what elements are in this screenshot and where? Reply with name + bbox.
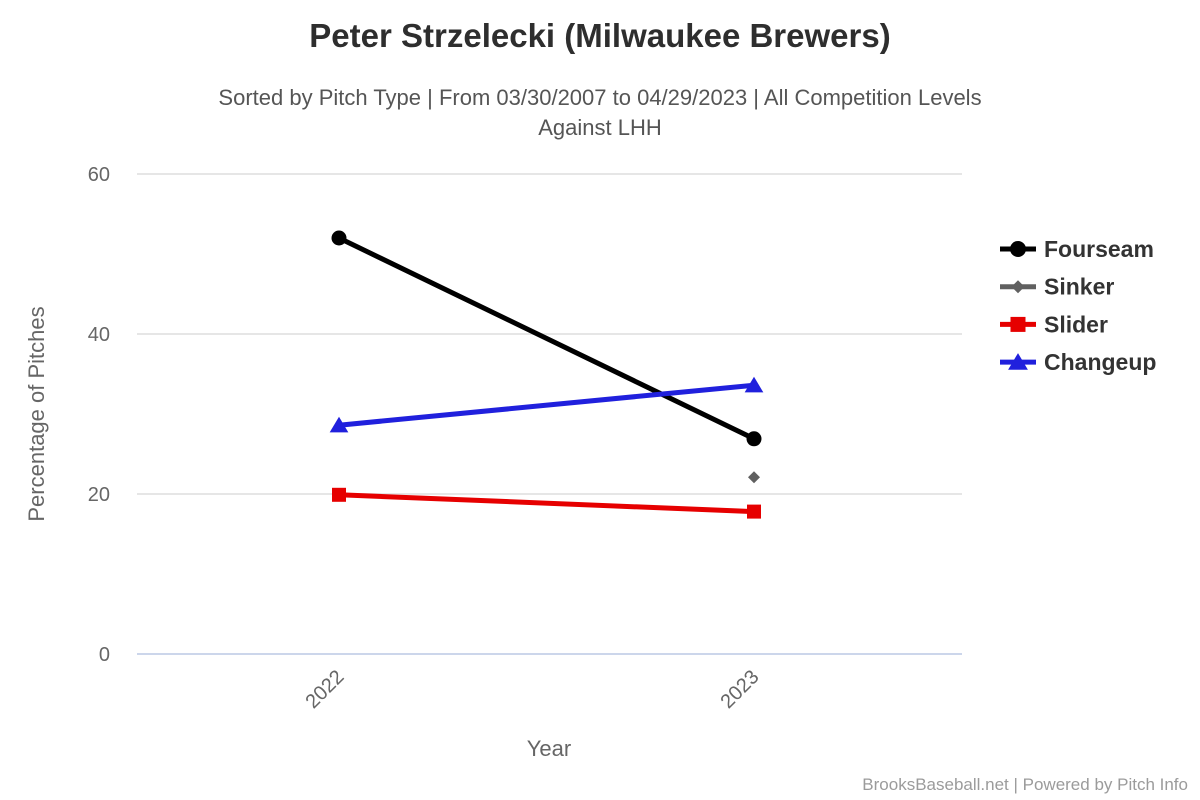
legend-label: Fourseam — [1044, 236, 1154, 262]
y-tick-label: 20 — [88, 484, 110, 506]
legend-marker-diamond-icon[interactable] — [1011, 280, 1025, 294]
y-tick-label: 60 — [88, 164, 110, 186]
data-point-changeup[interactable] — [329, 416, 349, 433]
data-point-fourseam[interactable] — [746, 431, 762, 447]
legend-item-changeup[interactable]: Changeup — [1000, 349, 1156, 375]
chart-subtitle-line2: Against LHH — [538, 115, 662, 140]
data-point-slider[interactable] — [332, 487, 346, 502]
data-point-changeup[interactable] — [744, 376, 764, 393]
x-axis-title: Year — [527, 736, 571, 761]
legend: Fourseam Sinker Slider Changeup — [1000, 236, 1156, 375]
series-line-changeup[interactable] — [336, 382, 757, 428]
data-point-sinker[interactable] — [748, 471, 760, 484]
series-sinker — [748, 471, 760, 484]
series-slider — [332, 487, 761, 519]
legend-marker-square-icon[interactable] — [1010, 316, 1026, 332]
chart-subtitle-line1: Sorted by Pitch Type | From 03/30/2007 t… — [218, 85, 981, 110]
series-line-fourseam[interactable] — [336, 235, 757, 442]
legend-label: Sinker — [1044, 274, 1114, 300]
y-axis-title: Percentage of Pitches — [24, 306, 49, 521]
y-tick-label: 0 — [99, 644, 110, 666]
data-point-fourseam[interactable] — [331, 230, 347, 246]
y-tick-label: 40 — [88, 324, 110, 346]
data-point-slider[interactable] — [747, 504, 761, 519]
chart-title: Peter Strzelecki (Milwaukee Brewers) — [309, 17, 890, 54]
legend-item-slider[interactable]: Slider — [1000, 311, 1108, 337]
series-group — [329, 230, 764, 519]
x-tick-label: 2023 — [717, 666, 764, 713]
series-fourseam — [331, 230, 762, 447]
legend-marker-triangle-icon[interactable] — [1008, 353, 1028, 370]
legend-item-fourseam[interactable]: Fourseam — [1000, 236, 1154, 262]
legend-label: Slider — [1044, 311, 1108, 337]
series-changeup — [329, 376, 764, 433]
legend-item-sinker[interactable]: Sinker — [1000, 274, 1114, 300]
x-tick-labels: 2022 2023 — [302, 666, 764, 713]
series-line-slider[interactable] — [336, 492, 757, 515]
gridlines — [137, 173, 962, 655]
legend-label: Changeup — [1044, 349, 1156, 375]
legend-marker-circle-icon[interactable] — [1010, 241, 1026, 257]
y-tick-labels: 0 20 40 60 — [88, 164, 110, 666]
x-tick-label: 2022 — [302, 666, 349, 713]
footer-credit: BrooksBaseball.net | Powered by Pitch In… — [862, 775, 1188, 794]
